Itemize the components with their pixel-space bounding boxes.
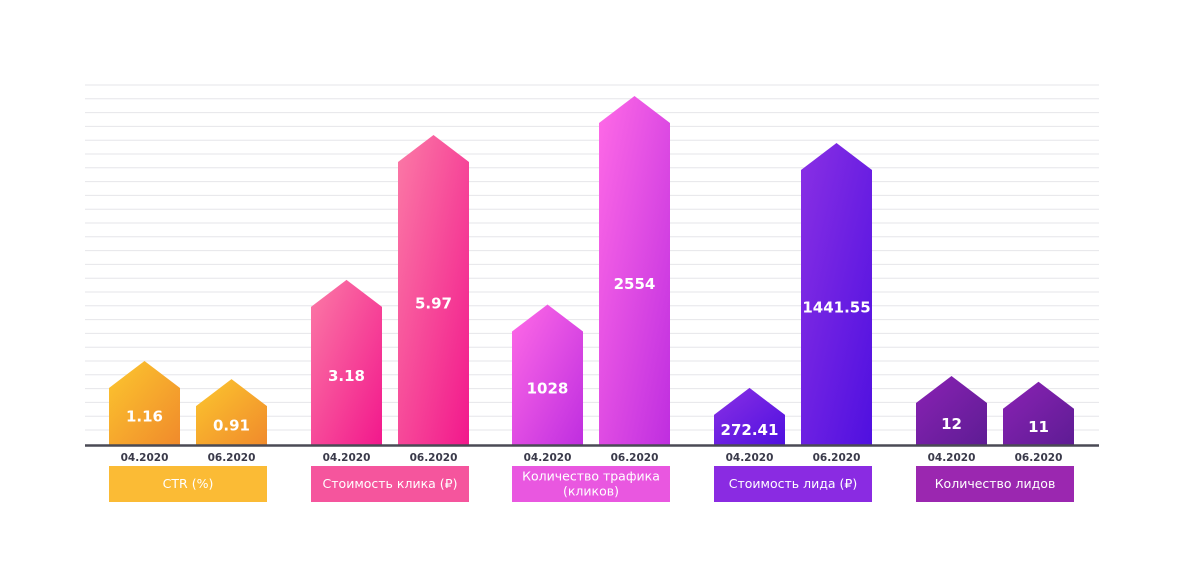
x-tick-label: 06.2020 bbox=[208, 452, 256, 464]
data-label: 1028 bbox=[527, 379, 569, 397]
data-label: 2554 bbox=[614, 275, 656, 293]
bar bbox=[599, 96, 670, 445]
category-label: CTR (%) bbox=[163, 476, 214, 491]
category-label: Количество лидов bbox=[935, 476, 1056, 491]
data-label: 11 bbox=[1028, 418, 1049, 436]
bar bbox=[714, 387, 785, 445]
category-label: (кликов) bbox=[563, 484, 619, 499]
x-tick-label: 06.2020 bbox=[611, 452, 659, 464]
bar bbox=[916, 376, 987, 445]
category-label-box bbox=[109, 466, 267, 502]
data-label: 3.18 bbox=[328, 367, 365, 385]
data-label: 5.97 bbox=[415, 295, 452, 313]
bar bbox=[801, 143, 872, 445]
labels: 1.16 04.2020 0.91 06.2020 CTR (%) 3.18 04.2020… bbox=[109, 275, 1074, 502]
x-tick-label: 04.2020 bbox=[524, 452, 572, 464]
category-label: Стоимость лида (₽) bbox=[729, 476, 857, 491]
gridlines bbox=[85, 84, 1099, 431]
category-label-box bbox=[512, 466, 670, 502]
bar bbox=[109, 361, 180, 445]
bars bbox=[109, 96, 1074, 445]
bar bbox=[398, 135, 469, 445]
x-tick-label: 04.2020 bbox=[121, 452, 169, 464]
data-label: 1441.55 bbox=[802, 299, 870, 317]
x-tick-label: 06.2020 bbox=[813, 452, 861, 464]
x-tick-label: 04.2020 bbox=[726, 452, 774, 464]
data-label: 272.41 bbox=[721, 421, 779, 439]
data-label: 0.91 bbox=[213, 417, 250, 435]
x-tick-label: 04.2020 bbox=[928, 452, 976, 464]
bar bbox=[311, 279, 382, 445]
data-label: 12 bbox=[941, 415, 962, 433]
data-label: 1.16 bbox=[126, 408, 163, 426]
category-label-box bbox=[714, 466, 872, 502]
category-label-box bbox=[311, 466, 469, 502]
x-tick-label: 06.2020 bbox=[1015, 452, 1063, 464]
x-tick-label: 04.2020 bbox=[323, 452, 371, 464]
category-label: Стоимость клика (₽) bbox=[323, 476, 458, 491]
category-label: Количество трафика bbox=[522, 469, 660, 484]
bar bbox=[512, 304, 583, 445]
x-tick-label: 06.2020 bbox=[410, 452, 458, 464]
bar bbox=[196, 379, 267, 445]
category-label-box bbox=[916, 466, 1074, 502]
bar bbox=[1003, 381, 1074, 445]
